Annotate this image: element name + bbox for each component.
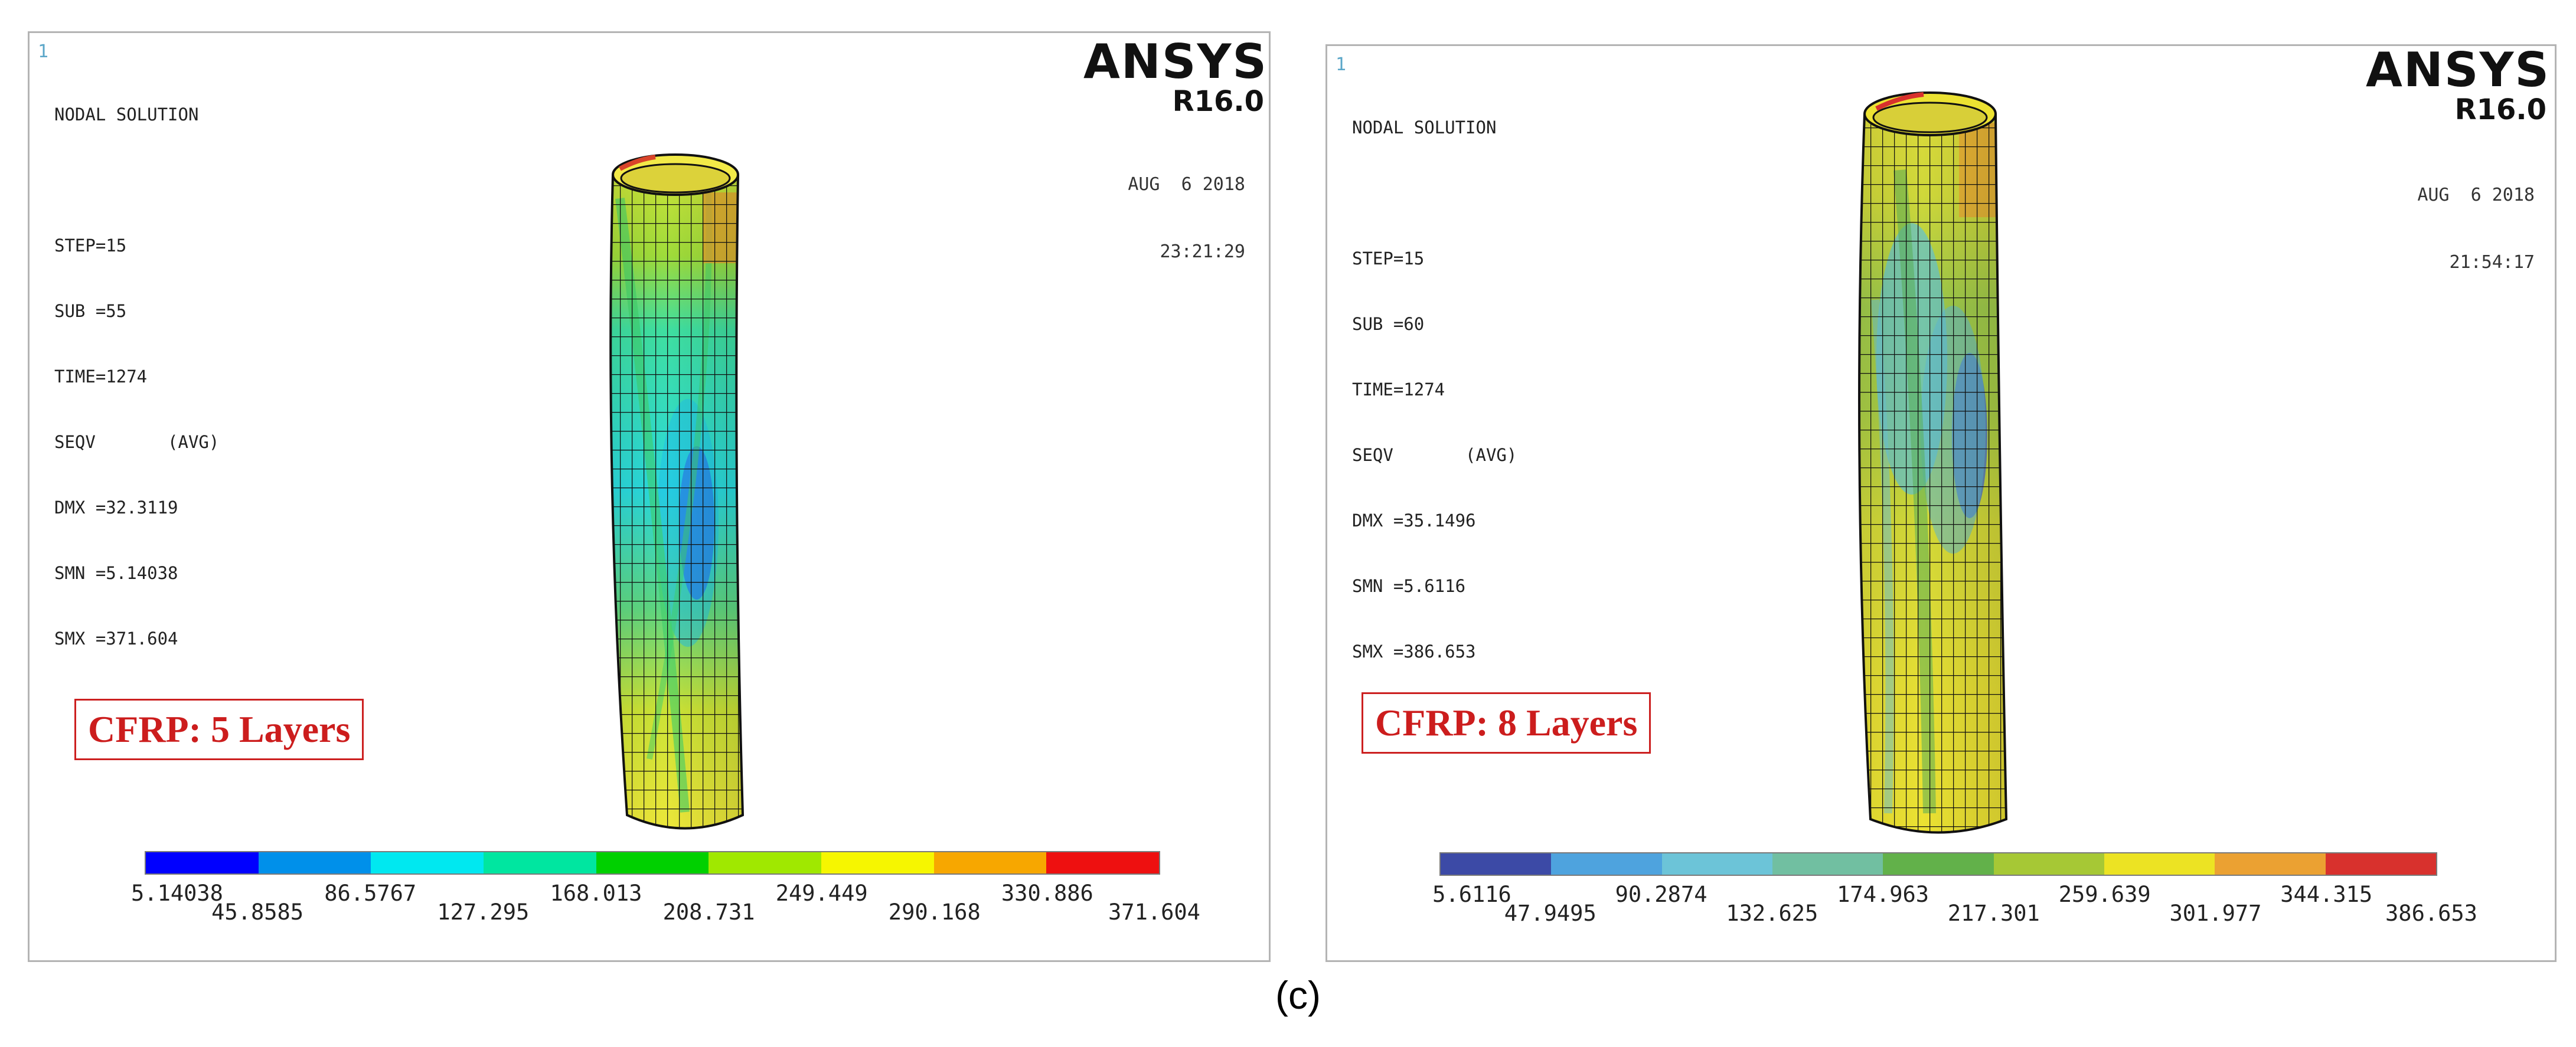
legend-color-cell bbox=[2215, 853, 2326, 875]
legend-tick-label: 249.449 bbox=[775, 881, 868, 906]
legend-color-cell bbox=[1883, 853, 1994, 875]
legend-tick-label: 47.9495 bbox=[1504, 901, 1596, 926]
stress-color-legend bbox=[1439, 852, 2437, 876]
cfrp-column-model bbox=[609, 153, 745, 830]
legend-color-cell bbox=[1551, 853, 1662, 875]
ansys-logo: ANSYS R16.0 bbox=[2365, 42, 2550, 126]
legend-tick-label: 330.886 bbox=[1001, 881, 1093, 906]
legend-tick-label: 168.013 bbox=[550, 881, 642, 906]
stress-color-legend bbox=[145, 851, 1160, 875]
legend-color-cell bbox=[709, 852, 822, 873]
legend-color-cell bbox=[1661, 853, 1772, 875]
info-line: TIME=1274 bbox=[1352, 379, 1445, 400]
cfrp-layers-label: CFRP: 5 Layers bbox=[74, 699, 364, 760]
window-number: 1 bbox=[38, 41, 49, 62]
info-line: SMX =386.653 bbox=[1352, 642, 1476, 662]
legend-color-cell bbox=[2104, 853, 2215, 875]
legend-color-cell bbox=[146, 852, 259, 873]
timestamp: AUG 6 2018 23:21:29 bbox=[1128, 129, 1245, 308]
legend-tick-label: 386.653 bbox=[2385, 901, 2477, 926]
ansys-plot-panel-8-layers: 1 NODAL SOLUTION STEP=15 SUB =60 TIME=12… bbox=[1325, 44, 2557, 962]
legend-color-cell bbox=[371, 852, 484, 873]
legend-color-cell bbox=[2325, 853, 2436, 875]
legend-tick-label: 301.977 bbox=[2169, 901, 2262, 926]
nodal-solution-info: NODAL SOLUTION STEP=15 SUB =60 TIME=1274… bbox=[1352, 73, 1517, 706]
ansys-brand: ANSYS bbox=[2365, 42, 2550, 97]
legend-tick-label: 86.5767 bbox=[324, 881, 417, 906]
legend-tick-label: 45.8585 bbox=[211, 899, 304, 925]
info-line: SMX =371.604 bbox=[54, 629, 178, 649]
info-line bbox=[1352, 182, 1517, 204]
legend-color-cell bbox=[821, 852, 934, 873]
info-line: SMN =5.14038 bbox=[54, 563, 178, 583]
legend-tick-label: 208.731 bbox=[662, 899, 755, 925]
figure-label: (c) bbox=[1275, 973, 1321, 1017]
legend-color-cell bbox=[596, 852, 709, 873]
legend-color-cell bbox=[484, 852, 596, 873]
ansys-plot-panel-5-layers: 1 NODAL SOLUTION STEP=15 SUB =55 TIME=12… bbox=[28, 31, 1271, 962]
legend-color-cell bbox=[1441, 853, 1552, 875]
info-line: SMN =5.6116 bbox=[1352, 576, 1466, 596]
legend-tick-label: 217.301 bbox=[1947, 901, 2040, 926]
legend-tick-label: 259.639 bbox=[2058, 882, 2151, 907]
info-line: DMX =32.3119 bbox=[54, 498, 178, 518]
legend-tick-label: 290.168 bbox=[888, 899, 981, 925]
date-text: AUG 6 2018 bbox=[1128, 174, 1245, 195]
ansys-version: R16.0 bbox=[2454, 93, 2546, 126]
legend-tick-label: 5.14038 bbox=[131, 881, 223, 906]
legend-tick-label: 5.6116 bbox=[1432, 882, 1511, 907]
cfrp-column-model bbox=[1858, 91, 2008, 834]
legend-tick-label: 127.295 bbox=[437, 899, 530, 925]
nodal-solution-info: NODAL SOLUTION STEP=15 SUB =55 TIME=1274… bbox=[54, 60, 219, 693]
legend-color-cell bbox=[1993, 853, 2104, 875]
window-number: 1 bbox=[1336, 54, 1347, 75]
cfrp-layers-label: CFRP: 8 Layers bbox=[1362, 692, 1651, 754]
time-text: 21:54:17 bbox=[2449, 252, 2535, 273]
legend-tick-label: 174.963 bbox=[1837, 882, 1929, 907]
info-line: STEP=15 bbox=[54, 235, 127, 256]
legend-tick-label: 371.604 bbox=[1108, 899, 1200, 925]
info-line: NODAL SOLUTION bbox=[54, 104, 199, 125]
ansys-brand: ANSYS bbox=[1083, 34, 1268, 89]
info-line: DMX =35.1496 bbox=[1352, 511, 1476, 531]
timestamp: AUG 6 2018 21:54:17 bbox=[2417, 139, 2535, 319]
legend-tick-label: 344.315 bbox=[2280, 882, 2373, 907]
ansys-version: R16.0 bbox=[1172, 85, 1264, 118]
info-line: SEQV (AVG) bbox=[54, 432, 220, 452]
info-line: SUB =60 bbox=[1352, 314, 1425, 334]
legend-color-cell bbox=[933, 852, 1047, 873]
time-text: 23:21:29 bbox=[1160, 241, 1246, 262]
info-line: SUB =55 bbox=[54, 301, 127, 321]
ansys-logo: ANSYS R16.0 bbox=[1083, 38, 1268, 117]
info-line: NODAL SOLUTION bbox=[1352, 117, 1497, 138]
info-line: STEP=15 bbox=[1352, 248, 1425, 269]
legend-tick-label: 132.625 bbox=[1726, 901, 1818, 926]
legend-color-cell bbox=[1046, 852, 1160, 873]
info-line: SEQV (AVG) bbox=[1352, 445, 1517, 465]
date-text: AUG 6 2018 bbox=[2417, 185, 2535, 205]
legend-tick-label: 90.2874 bbox=[1615, 882, 1707, 907]
legend-color-cell bbox=[1772, 853, 1883, 875]
info-line: TIME=1274 bbox=[54, 367, 148, 387]
legend-color-cell bbox=[258, 852, 371, 873]
info-line bbox=[54, 169, 219, 191]
